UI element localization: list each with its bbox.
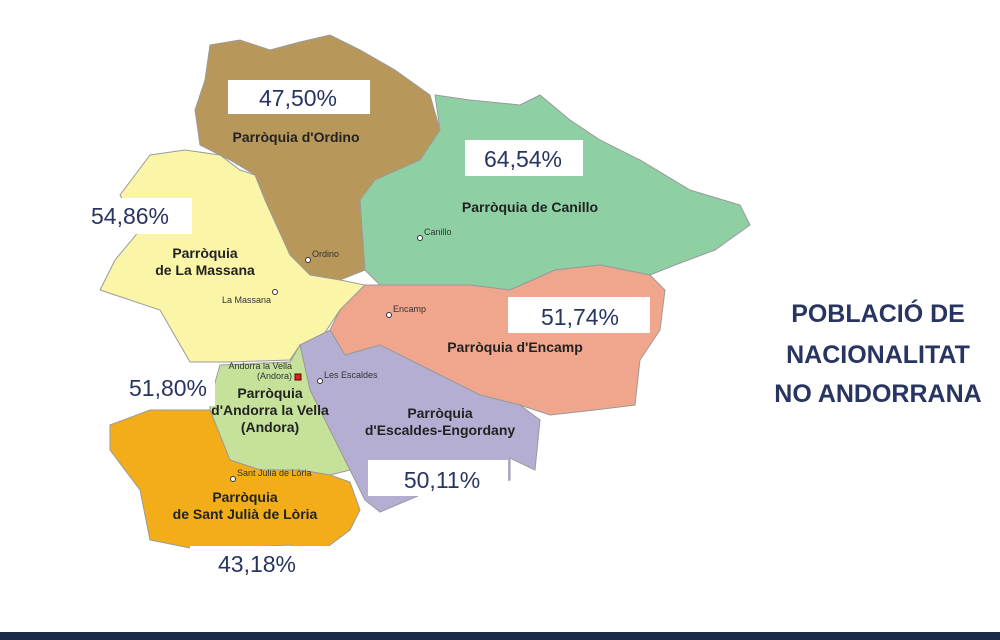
parish-name: Parròquia d'Encamp (447, 339, 583, 355)
parish-name: de Sant Julià de Lòria (173, 506, 318, 522)
town-label: (Andora) (257, 371, 292, 381)
share-box (368, 460, 508, 496)
parish-name: (Andora) (241, 419, 299, 435)
town-label: Ordino (312, 249, 339, 259)
parish-name: d'Andorra la Vella (211, 402, 329, 418)
share-box (508, 297, 650, 333)
parish-name: Parròquia de Canillo (462, 199, 598, 215)
region-sant-julia[interactable] (109, 409, 361, 561)
town-dot (272, 289, 278, 295)
title-line: POBLACIÓ DE (791, 298, 965, 328)
title: POBLACIÓ DE NACIONALITAT NO ANDORRANA (774, 298, 981, 408)
town-dot (417, 235, 423, 241)
share-label: 51,74% (541, 304, 619, 330)
share-box (465, 140, 583, 176)
share-box (228, 80, 370, 114)
share-box (190, 546, 330, 582)
labels: 47,50% Parròquia d'Ordino Ordino 64,54% Parr… (80, 80, 650, 582)
town-dot (386, 312, 392, 318)
town-label: La Massana (222, 295, 271, 305)
town-label: Sant Julià de Lòria (237, 468, 312, 478)
share-label: 51,80% (129, 375, 207, 401)
town-dot (305, 257, 311, 263)
share-label: 43,18% (218, 551, 296, 577)
town-dot (230, 476, 236, 482)
share-label: 64,54% (484, 146, 562, 172)
parish-name: de La Massana (155, 262, 255, 278)
town-label: Andorra la Vella (228, 361, 292, 371)
parish-name: Parròquia (407, 405, 473, 421)
parish-name: Parròquia (172, 245, 238, 261)
parish-name: Parròquia d'Ordino (232, 129, 359, 145)
footer-bar (0, 632, 1000, 640)
title-line: NO ANDORRANA (774, 380, 981, 408)
share-box (115, 370, 215, 406)
parish-name: d'Escaldes-Engordany (365, 422, 516, 438)
share-label: 47,50% (259, 85, 337, 111)
parish-name: Parròquia (212, 489, 278, 505)
town-dot (317, 378, 323, 384)
capital-marker (294, 373, 302, 381)
title-line: NACIONALITAT (786, 341, 970, 369)
share-label: 54,86% (91, 203, 169, 229)
town-label: Encamp (393, 304, 426, 314)
share-label: 50,11% (404, 467, 480, 493)
parish-name: Parròquia (237, 385, 303, 401)
town-label: Les Escaldes (324, 370, 378, 380)
share-box (80, 198, 192, 234)
town-label: Canillo (424, 227, 452, 237)
